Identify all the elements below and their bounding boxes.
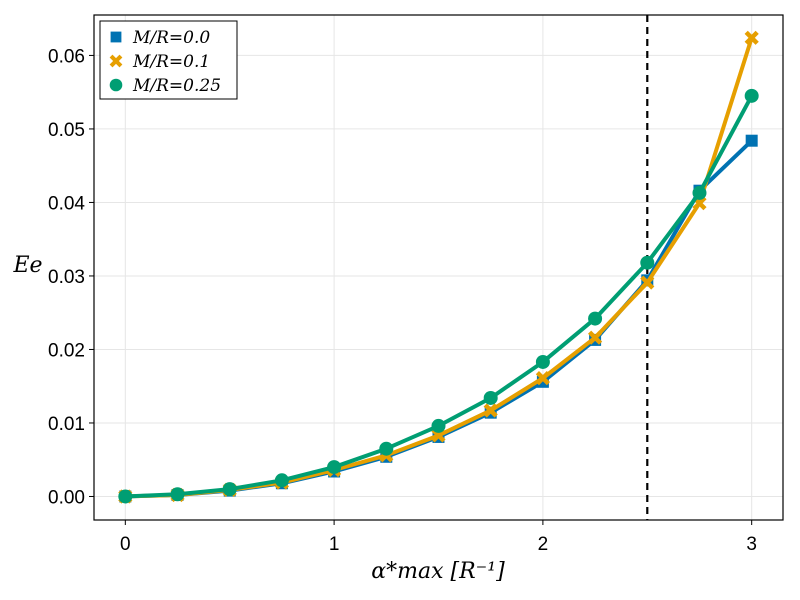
x-tick-label: 2 <box>538 534 549 555</box>
y-tick-label: 0.04 <box>48 193 85 214</box>
data-point <box>327 460 342 475</box>
x-tick-label: 3 <box>746 534 757 555</box>
data-point <box>431 418 446 433</box>
data-point <box>535 371 550 386</box>
legend-marker <box>110 31 122 43</box>
series-layer <box>118 30 759 504</box>
y-tick-label: 0.02 <box>48 340 85 361</box>
data-point <box>535 354 550 369</box>
legend-label: M/R=0.25 <box>132 76 221 96</box>
x-axis-title: α*max [R⁻¹] <box>371 559 505 584</box>
legend-marker <box>109 78 123 92</box>
plot-frame <box>93 14 784 521</box>
data-point <box>640 255 655 270</box>
grid <box>94 15 783 520</box>
data-point <box>274 473 289 488</box>
y-tick-label: 0.00 <box>48 487 85 508</box>
data-point <box>483 403 498 418</box>
x-tick-label: 1 <box>329 534 340 555</box>
axis-ticks: 0 1 2 3 0.00 0.01 0.02 0.03 0.04 0.05 0.06 <box>48 46 757 555</box>
legend-label: M/R=0.0 <box>132 28 210 48</box>
y-axis-title: Ee <box>12 253 42 278</box>
data-point <box>692 185 707 200</box>
x-tick-label: 0 <box>120 534 131 555</box>
data-point <box>170 487 185 502</box>
y-tick-label: 0.05 <box>48 120 85 141</box>
data-point <box>744 30 759 45</box>
y-tick-label: 0.03 <box>48 267 85 288</box>
data-point <box>222 482 237 497</box>
y-tick-label: 0.01 <box>48 414 85 435</box>
legend: M/R=0.0 M/R=0.1 M/R=0.25 <box>99 20 238 100</box>
legend-marker <box>109 54 123 68</box>
data-point <box>588 330 603 345</box>
data-point <box>118 489 133 504</box>
data-point <box>483 390 498 405</box>
data-point <box>588 311 603 326</box>
legend-box <box>99 20 238 100</box>
data-point <box>640 275 655 290</box>
data-point <box>744 88 759 103</box>
y-tick-label: 0.06 <box>48 46 85 67</box>
legend-label: M/R=0.1 <box>132 52 210 72</box>
data-point <box>379 441 394 456</box>
series-2 <box>118 88 759 504</box>
data-point <box>745 134 758 147</box>
